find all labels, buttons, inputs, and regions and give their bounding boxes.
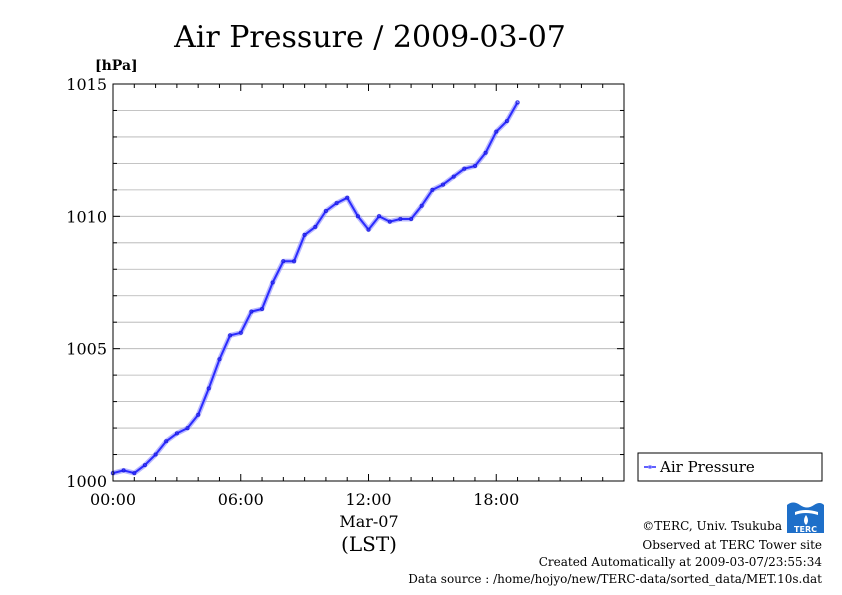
- data-point: [483, 150, 488, 155]
- chart-title: Air Pressure / 2009-03-07: [173, 20, 566, 55]
- data-point: [174, 431, 179, 436]
- legend-marker: [648, 464, 653, 469]
- x-axis-title: (LST): [341, 532, 397, 556]
- x-axis-date-label: Mar-07: [339, 512, 398, 531]
- data-point: [398, 216, 403, 221]
- data-point: [153, 452, 158, 457]
- data-point: [355, 214, 360, 219]
- data-point: [217, 357, 222, 362]
- footer-site: Observed at TERC Tower site: [642, 538, 822, 552]
- footer-copyright: ©TERC, Univ. Tsukuba: [642, 519, 782, 533]
- data-point: [409, 216, 414, 221]
- data-point: [462, 166, 467, 171]
- x-tick-label: 06:00: [218, 490, 264, 509]
- data-point: [313, 224, 318, 229]
- data-point: [249, 309, 254, 314]
- logo-drop-icon: [804, 515, 808, 525]
- data-point: [228, 333, 233, 338]
- y-tick-label: 1015: [66, 75, 107, 94]
- footer-source: Data source : /home/hojyo/new/TERC-data/…: [408, 572, 822, 586]
- logo-wave-stripe: [795, 510, 818, 515]
- data-point: [281, 259, 286, 264]
- legend-label: Air Pressure: [659, 458, 755, 476]
- y-tick-label: 1000: [66, 472, 107, 491]
- x-tick-label: 12:00: [345, 490, 391, 509]
- data-point: [515, 100, 520, 105]
- data-point: [302, 232, 307, 237]
- data-point: [504, 119, 509, 124]
- data-point: [132, 471, 137, 476]
- data-point: [377, 214, 382, 219]
- terc-logo: TERC: [787, 502, 824, 534]
- footer-created: Created Automatically at 2009-03-07/23:5…: [539, 555, 823, 569]
- data-point: [440, 182, 445, 187]
- y-axis-unit-label: [hPa]: [95, 58, 138, 74]
- x-axis: 00:00 06:00 12:00 18:00: [90, 84, 625, 509]
- legend-box: [637, 452, 823, 482]
- series-layer: [110, 100, 520, 476]
- data-point: [345, 195, 350, 200]
- data-point: [206, 386, 211, 391]
- x-tick-label: 18:00: [473, 490, 519, 509]
- data-point: [142, 463, 147, 468]
- series-line: [112, 102, 519, 475]
- data-point: [334, 201, 339, 206]
- data-point: [451, 174, 456, 179]
- data-point: [164, 439, 169, 444]
- grid-lines: [113, 110, 624, 455]
- x-tick-label: 00:00: [90, 490, 136, 509]
- data-point: [291, 259, 296, 264]
- data-point: [323, 208, 328, 213]
- data-point: [472, 163, 477, 168]
- data-point: [430, 187, 435, 192]
- data-point: [196, 412, 201, 417]
- data-point: [387, 219, 392, 224]
- y-tick-label: 1005: [66, 340, 107, 359]
- data-point: [185, 426, 190, 431]
- data-point: [419, 203, 424, 208]
- data-point: [270, 280, 275, 285]
- y-tick-label: 1010: [66, 207, 107, 226]
- series-halo: [110, 100, 520, 476]
- y-axis: 1000 1005 1010 1015: [66, 75, 624, 491]
- logo-text: TERC: [794, 525, 817, 534]
- data-point: [121, 468, 126, 473]
- data-point: [366, 227, 371, 232]
- data-point: [259, 306, 264, 311]
- legend: Air Pressure: [637, 452, 823, 482]
- data-point: [238, 330, 243, 335]
- data-point: [494, 129, 499, 134]
